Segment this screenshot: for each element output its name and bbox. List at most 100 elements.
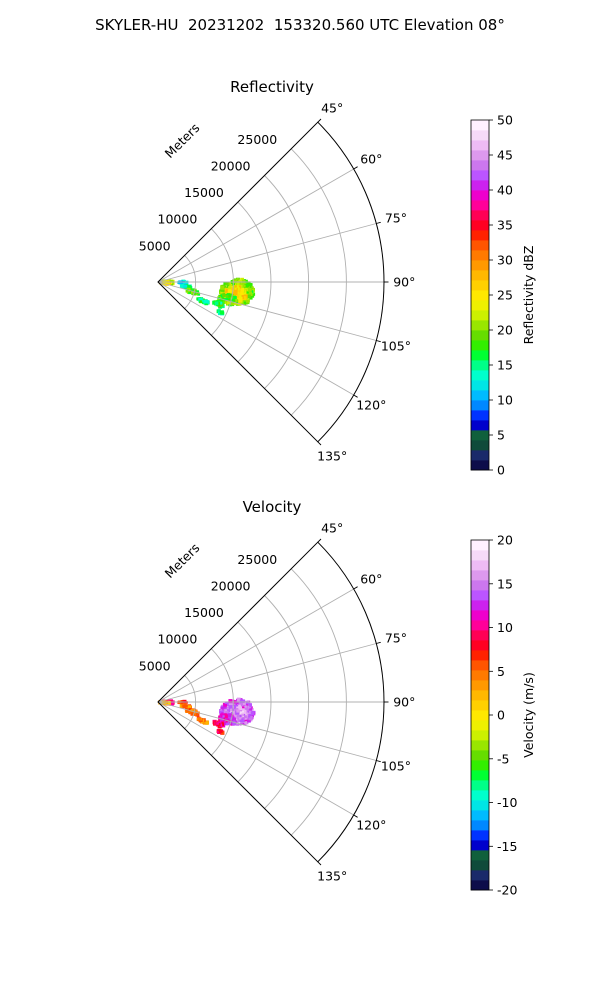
colorbar-segment [471,140,489,151]
echo-pixel [230,712,234,715]
echo-pixel [236,697,241,702]
echo-pixel [235,710,239,715]
echo-cell [196,297,210,306]
colorbar-segment [471,790,489,801]
colorbar-tick-label: 15 [497,576,513,591]
colorbar-tick-label: 10 [497,620,513,635]
echo-pixel [219,303,224,307]
echo-pixel [166,281,169,284]
echo-pixel [227,718,230,721]
colorbar-segment [471,630,489,641]
colorbar-tick-label: 35 [497,218,513,233]
radial-tick-label: 5000 [139,238,171,253]
echo-pixel [228,699,233,703]
colorbar-segment [471,710,489,721]
echo-pixel [250,286,253,289]
echo-pixel [225,299,229,303]
colorbar-segment [471,310,489,321]
angle-tick-label: 45° [321,520,343,535]
angle-tick [353,814,358,818]
angle-tick-label: 120° [356,818,386,833]
colorbar-segment [471,280,489,291]
echo-pixel [233,296,237,300]
colorbar-segment [471,870,489,881]
colorbar-tick-label: 20 [497,533,513,548]
echo-pixel [226,284,230,288]
echo-pixel [251,708,254,711]
colorbar-segment [471,160,489,171]
echo-pixel [167,702,170,705]
angle-tick [353,166,358,170]
echo-pixel [222,294,226,297]
echo-pixel [245,283,249,288]
echo-pixel [230,708,234,712]
echo-pixel [233,720,236,723]
echo-pixel [248,291,253,296]
echo-pixel [244,286,248,290]
echo-pixel [219,723,223,727]
colorbar-segment [471,550,489,561]
echo-pixel [248,285,252,289]
colorbar-segment [471,130,489,141]
echo-pixel [188,708,192,712]
echo-pixel [192,291,197,296]
colorbar-segment [471,260,489,271]
echo-pixel [243,715,247,719]
radial-axis-label: Meters [162,120,203,161]
echo-pixel [224,722,228,725]
colorbar-segment [471,850,489,861]
spoke-line [157,223,377,283]
echo-pixel [232,292,235,295]
angle-tick [376,760,381,763]
echo-pixel [232,299,236,302]
echo-pixel [233,707,236,711]
echo-pixel [227,709,231,713]
colorbar-segment [471,210,489,221]
echo-pixel [245,288,249,292]
echo-pixel [218,294,222,298]
panel-title: Reflectivity [230,78,314,96]
colorbar-segment [471,780,489,791]
echo-cell [196,716,209,725]
panel-velocity: Velocity 45° 60° 75° 90° 105° 120° 135° 5000 1000… [139,498,536,898]
colorbar-segment [471,170,489,181]
echo-pixel [191,291,194,294]
colorbar-tick-label: 0 [497,708,505,723]
echo-pixel [240,711,243,715]
colorbar-tick-label: 15 [497,358,513,373]
colorbar-segment [471,740,489,751]
echo-pixel [239,715,242,718]
colorbar-tick-label: -20 [497,883,517,898]
echo-pixel [231,302,235,305]
echo-pixel [219,298,224,303]
radial-tick-label: 20000 [211,579,251,594]
colorbar-segment [471,410,489,421]
echo-pixel [249,296,253,300]
spoke-line [157,643,377,703]
angle-tick-label: 60° [360,151,382,166]
colorbar-tick-label: 5 [497,428,505,443]
angle-tick-label: 135° [317,869,347,884]
colorbar-tick-label: -5 [497,751,509,766]
colorbar-segment [471,680,489,691]
echo-pixel [218,311,221,315]
echo-pixel [242,717,246,721]
echo-pixel [239,284,243,288]
echo-pixel [218,718,221,720]
echo-pixel [184,704,188,708]
echo-pixel [244,279,248,284]
echo-pixel [223,282,227,286]
radial-tick-label: 15000 [184,185,224,200]
radial-tick-label: 5000 [139,658,171,673]
echo-pixel [232,285,237,290]
echo-pixel [234,287,237,290]
radial-tick-label: 15000 [184,605,224,620]
echo-pixel [228,299,231,302]
echo-pixel [217,730,220,733]
echo-pixel [220,706,223,710]
echo-pixel [198,297,203,302]
echo-pixel [236,290,241,296]
echo-pixel [218,721,221,724]
colorbar-segment [471,800,489,811]
echo-pixel [227,713,232,718]
